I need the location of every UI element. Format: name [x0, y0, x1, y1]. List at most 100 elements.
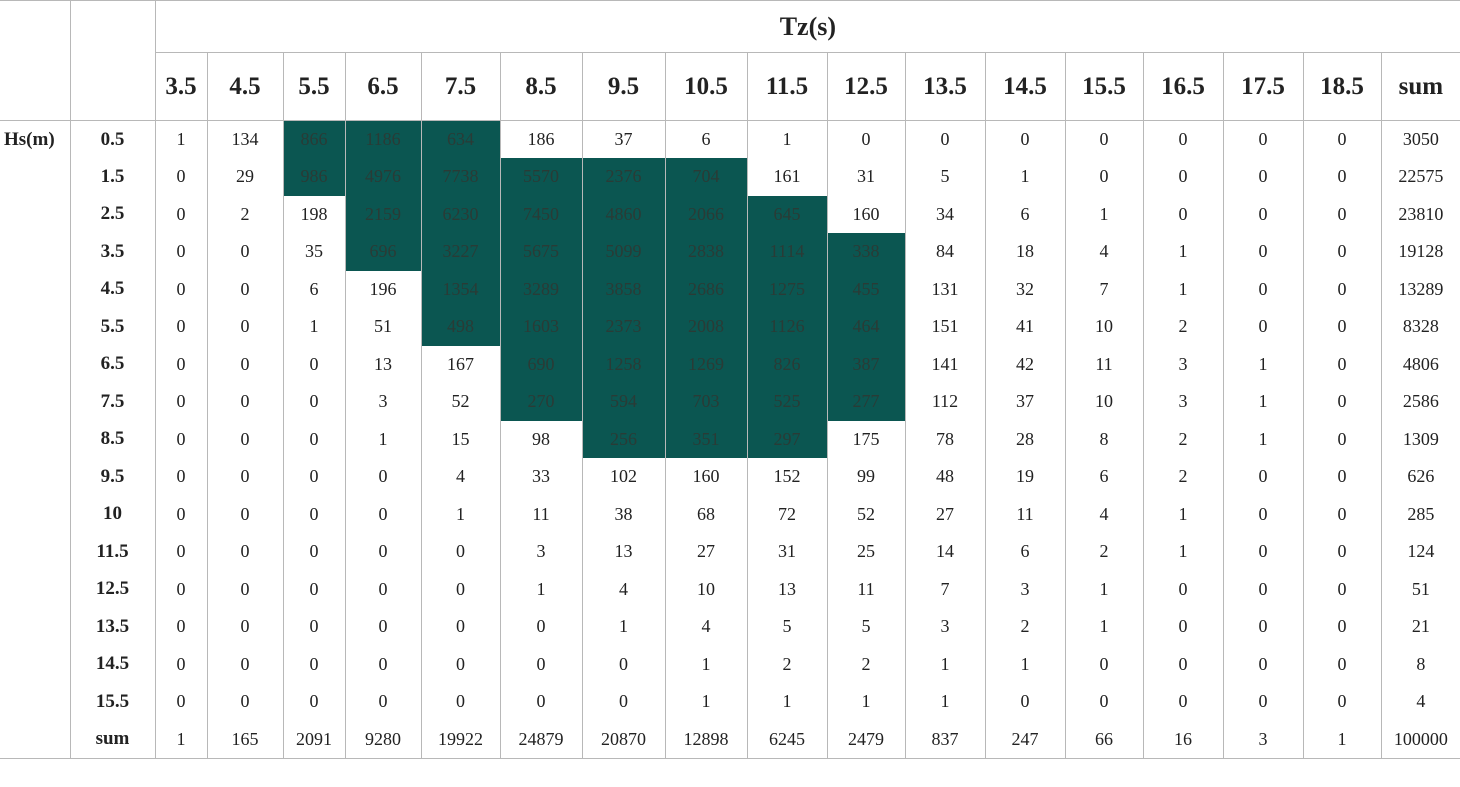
table-cell: 704 [664, 158, 747, 196]
table-cell: 0 [344, 683, 421, 721]
table-cell: 0 [1302, 270, 1381, 308]
table-cell: 0 [206, 458, 283, 496]
table-cell: 1 [984, 158, 1065, 196]
table-cell: 35 [282, 233, 345, 271]
table-cell: 0 [420, 683, 500, 721]
row-header: 7.5 [69, 383, 155, 421]
table-cell: 1 [1222, 345, 1303, 383]
table-cell: 525 [746, 383, 827, 421]
table-row: 14.5 0 0 0 0 0 0 0 1 2 2 1 1 0 0 0 0 8 [0, 645, 1460, 683]
table-cell: 1 [1064, 570, 1143, 608]
table-cell: 0 [154, 308, 207, 346]
empty-cell [0, 271, 70, 309]
column-header: 14.5 [984, 52, 1065, 121]
sum-cell: 20870 [581, 720, 665, 759]
table-cell: 0 [1222, 270, 1303, 308]
table-cell: 72 [746, 495, 827, 533]
table-cell: 0 [282, 645, 345, 683]
table-cell: 0 [282, 570, 345, 608]
table-cell: 0 [1064, 120, 1143, 158]
table-cell: 634 [420, 120, 500, 158]
row-axis-title: Hs(m) [4, 128, 55, 150]
table-cell: 2008 [664, 308, 747, 346]
table-cell: 7450 [499, 195, 582, 233]
table-cell: 0 [1222, 570, 1303, 608]
table-cell: 0 [826, 120, 905, 158]
table-cell: 0 [1222, 683, 1303, 721]
table-cell: 498 [420, 308, 500, 346]
table-cell: 0 [499, 608, 582, 646]
table-cell: 0 [1142, 120, 1223, 158]
table-cell: 0 [1222, 645, 1303, 683]
table-cell: 7 [1064, 270, 1143, 308]
empty-cell [0, 720, 70, 759]
table-cell: 0 [1302, 495, 1381, 533]
row-sum-cell: 22575 [1380, 158, 1460, 196]
table-cell: 0 [1142, 608, 1223, 646]
empty-cell [0, 308, 70, 346]
table-cell: 134 [206, 120, 283, 158]
table-cell: 0 [154, 645, 207, 683]
table-cell: 141 [904, 345, 985, 383]
table-cell: 3 [499, 533, 582, 571]
row-header: 5.5 [69, 308, 155, 346]
table-cell: 52 [420, 383, 500, 421]
row-header: 8.5 [69, 420, 155, 458]
table-cell: 1114 [746, 233, 827, 271]
table-cell: 297 [746, 420, 827, 458]
table-cell: 0 [1302, 645, 1381, 683]
table-cell: 1 [1142, 495, 1223, 533]
table-cell: 2373 [581, 308, 665, 346]
column-header-row: 3.5 4.5 5.5 6.5 7.5 8.5 9.5 10.5 11.5 12.5 13.5 14.… [0, 52, 1460, 121]
table-cell: 1 [282, 308, 345, 346]
table-cell: 0 [1302, 570, 1381, 608]
table-row: 1.5 0 29 986 4976 7738 5570 2376 704 161 31 5 1 0 0 0 0 2… [0, 158, 1460, 196]
table-cell: 10 [1064, 308, 1143, 346]
empty-cell [0, 496, 70, 534]
row-header: 4.5 [69, 270, 155, 308]
row-sum-cell: 2586 [1380, 383, 1460, 421]
row-header: sum [69, 720, 155, 759]
table-cell: 10 [1064, 383, 1143, 421]
table-cell: 455 [826, 270, 905, 308]
table-cell: 5 [746, 608, 827, 646]
table-cell: 51 [344, 308, 421, 346]
table-cell: 6230 [420, 195, 500, 233]
table-cell: 7 [904, 570, 985, 608]
column-header: 3.5 [154, 52, 207, 121]
empty-cell [0, 233, 70, 271]
sum-cell: 837 [904, 720, 985, 759]
row-header: 10 [69, 495, 155, 533]
table-cell: 186 [499, 120, 582, 158]
table-cell: 0 [154, 608, 207, 646]
sum-cell: 16 [1142, 720, 1223, 759]
table-cell: 1 [1142, 233, 1223, 271]
table-cell: 0 [420, 533, 500, 571]
table-cell: 0 [1302, 308, 1381, 346]
table-cell: 6 [984, 195, 1065, 233]
table-cell: 1 [154, 120, 207, 158]
column-axis-title: Tz(s) [154, 0, 1460, 53]
table-cell: 0 [282, 458, 345, 496]
table-row: 3.5 0 0 35 696 3227 5675 5099 2838 1114 338 84 18 4 1 0… [0, 233, 1460, 271]
table-cell: 13 [746, 570, 827, 608]
table-cell: 0 [206, 233, 283, 271]
column-header: 12.5 [826, 52, 905, 121]
table-row: 11.5 0 0 0 0 0 3 13 27 31 25 14 6 2 1 0 0 124 [0, 533, 1460, 571]
table-cell: 4 [1064, 233, 1143, 271]
table-cell: 0 [1222, 608, 1303, 646]
table-cell: 0 [154, 683, 207, 721]
table-cell: 0 [344, 645, 421, 683]
table-cell: 0 [1222, 495, 1303, 533]
table-cell: 3 [344, 383, 421, 421]
row-sum-cell: 124 [1380, 533, 1460, 571]
table-cell: 33 [499, 458, 582, 496]
table-cell: 31 [746, 533, 827, 571]
table-cell: 0 [1142, 570, 1223, 608]
table-cell: 986 [282, 158, 345, 196]
table-cell: 0 [1302, 195, 1381, 233]
table-cell: 152 [746, 458, 827, 496]
table-cell: 2066 [664, 195, 747, 233]
table-cell: 102 [581, 458, 665, 496]
sum-cell: 2479 [826, 720, 905, 759]
